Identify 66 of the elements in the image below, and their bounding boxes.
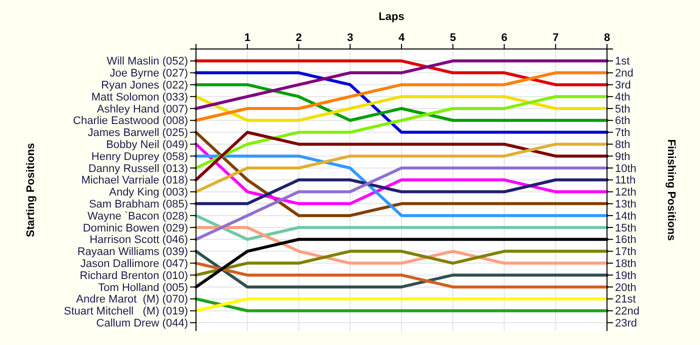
x-tick-label: 2 [296, 32, 302, 44]
y2-tick-label: 8th [615, 139, 630, 152]
y2-tick-label: 5th [615, 103, 630, 116]
x-tick-label: 5 [450, 32, 456, 44]
y2-tick-label: 18th [615, 258, 636, 270]
x-tick-label: 3 [347, 32, 354, 44]
category-label: Joe Byrne (027) [110, 68, 188, 80]
category-label: Wayne `Bacon (028) [88, 210, 188, 222]
y2-tick-label: 23rd [615, 318, 638, 330]
category-label: Charlie Eastwood (008) [73, 115, 188, 128]
y2-tick-label: 1st [615, 56, 630, 68]
line-series [194, 166, 608, 241]
line-series [194, 130, 608, 218]
y2-tick-label: 16th [615, 234, 636, 246]
y2-tick-label: 2nd [615, 68, 634, 80]
x-tick-label: 6 [501, 32, 508, 44]
category-label: Ryan Jones (022) [101, 80, 188, 92]
category-label: Dominic Bowen (029) [82, 222, 188, 234]
category-label: Richard Brenton (010) [80, 270, 188, 282]
y2-tick-label: 12th [615, 186, 636, 199]
category-label: Callum Drew (044) [96, 318, 188, 330]
category-label: Andre Marot (M) (070) [76, 294, 188, 306]
y2-tick-label: 9th [615, 150, 630, 163]
x-tick-label: 7 [552, 32, 559, 44]
category-label: Harrison Scott (046) [90, 234, 188, 246]
y2-tick-label: 4th [615, 91, 630, 104]
line-series [194, 71, 608, 122]
y2-tick-label: 10th [615, 162, 636, 175]
x-axis-title: Laps [378, 11, 404, 23]
category-label: Sam Brabham (085) [88, 198, 188, 211]
category-label: Michael Varriale (018) [81, 174, 188, 187]
y2-tick-label: 7th [615, 127, 630, 140]
category-label: Henry Duprey (058) [91, 150, 188, 163]
y2-tick-label: 13th [615, 198, 636, 211]
y2-tick-label: 22nd [615, 306, 640, 318]
x-tick-label: 1 [244, 32, 250, 44]
category-label: Bobby Neil (049) [106, 139, 188, 152]
line-series [194, 142, 608, 194]
text: Starting Positions [25, 142, 37, 238]
line-series [194, 142, 608, 206]
x-tick-label: 4 [398, 32, 406, 44]
y2-tick-label: 19th [615, 270, 636, 282]
category-label: Ashley Hand (007) [96, 103, 188, 116]
x-tick-label: 8 [604, 32, 610, 44]
y2-tick-label: 3rd [615, 80, 631, 92]
y2-tick-label: 15th [615, 222, 636, 234]
category-label: Rayaan Williams (039) [77, 246, 188, 258]
y2-axis-title: Finishing Positions [665, 139, 677, 241]
y2-tick-label: 17th [615, 246, 636, 258]
category-label: Tom Holland (005) [98, 282, 188, 294]
line-series [194, 59, 608, 110]
line-series [194, 95, 608, 170]
category-label: Jason Dallimore (047) [80, 258, 188, 270]
category-label: Danny Russell (013) [88, 162, 188, 175]
line-series [194, 83, 608, 122]
y2-tick-label: 6th [615, 115, 630, 128]
y2-tick-label: 21st [615, 294, 636, 306]
category-label: Will Maslin (052) [106, 56, 188, 68]
y2-tick-label: 20th [615, 282, 636, 294]
line-series [194, 130, 608, 182]
category-label: Stuart Mitchell (M) (019) [64, 306, 188, 318]
category-label: Andy King (003) [109, 186, 188, 199]
category-label: Matt Solomon (033) [91, 91, 188, 104]
y2-tick-label: 14th [615, 210, 636, 222]
y2-tick-label: 11th [615, 174, 636, 187]
category-label: James Barwell (025) [88, 127, 188, 140]
